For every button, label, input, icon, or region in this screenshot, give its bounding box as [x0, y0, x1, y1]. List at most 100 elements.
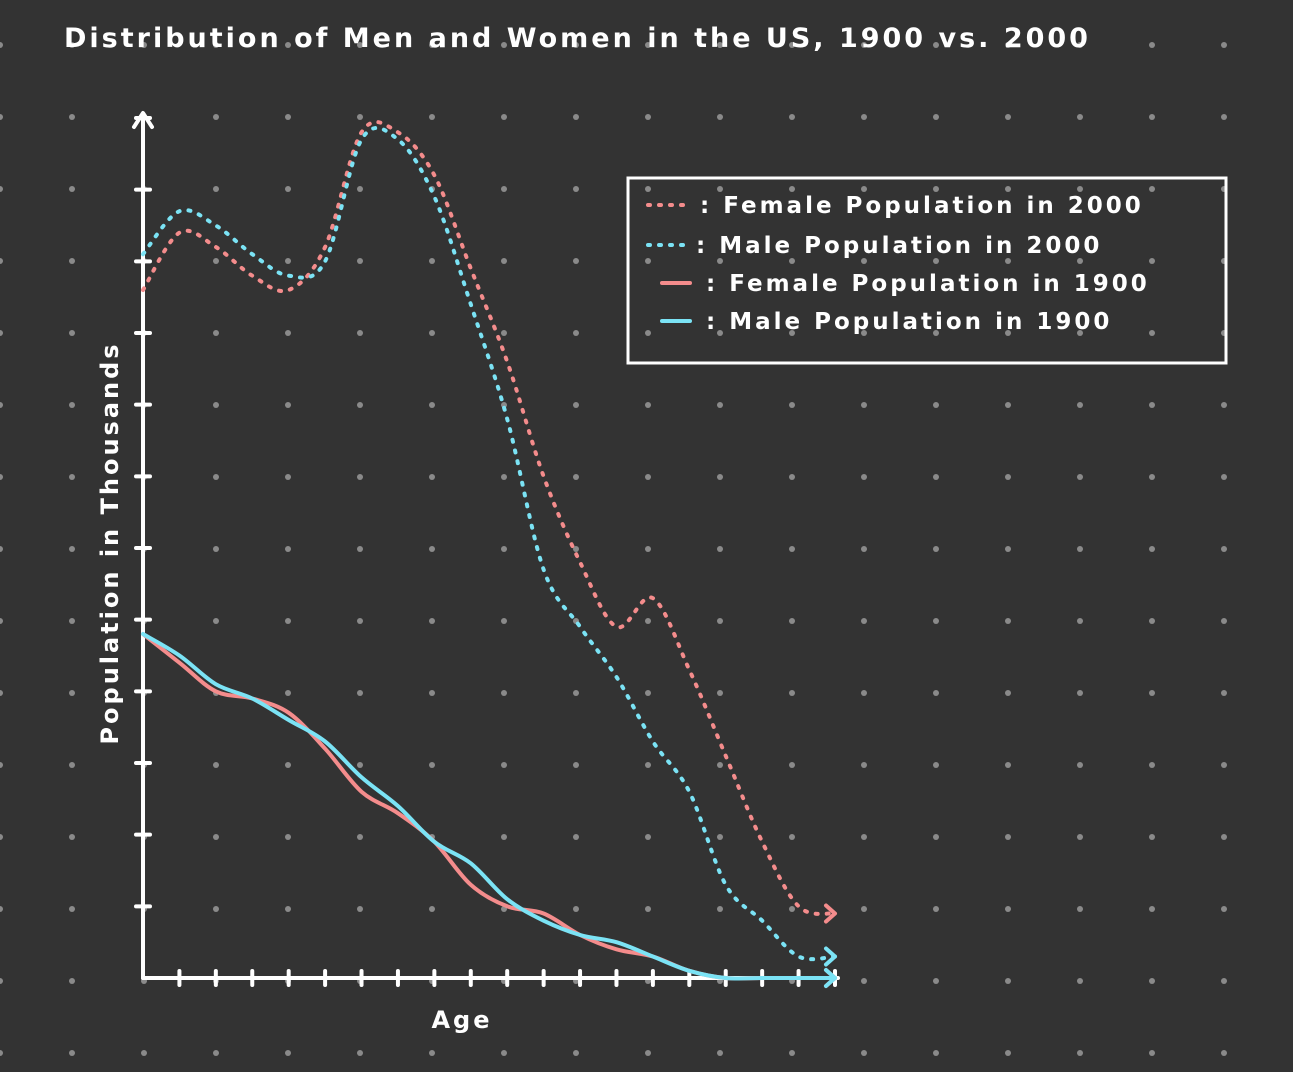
legend-label: : Male Population in 2000 — [696, 233, 1102, 259]
grid-dot — [861, 258, 867, 264]
grid-dot — [573, 42, 579, 48]
grid-dot — [1077, 114, 1083, 120]
grid-dot — [213, 546, 219, 552]
grid-dot — [0, 546, 3, 552]
grid-dot — [861, 762, 867, 768]
grid-dot — [861, 618, 867, 624]
grid-dot — [429, 690, 435, 696]
grid-dot — [933, 402, 939, 408]
grid-dot — [1005, 114, 1011, 120]
grid-dot — [1077, 618, 1083, 624]
grid-dot — [69, 618, 75, 624]
grid-dot — [429, 402, 435, 408]
grid-dot — [933, 978, 939, 984]
grid-dot — [645, 330, 651, 336]
grid-dot — [1221, 474, 1227, 480]
grid-dot — [213, 618, 219, 624]
grid-dot — [933, 330, 939, 336]
grid-dot — [861, 906, 867, 912]
grid-dot — [285, 402, 291, 408]
grid-dot — [573, 906, 579, 912]
grid-dot — [1077, 690, 1083, 696]
grid-dot — [717, 42, 723, 48]
grid-dot — [501, 546, 507, 552]
x-ticks — [177, 969, 837, 987]
grid-dot — [0, 258, 3, 264]
grid-dot — [717, 258, 723, 264]
grid-dot — [573, 1050, 579, 1056]
grid-dot — [933, 546, 939, 552]
grid-dot — [357, 402, 363, 408]
grid-dot — [933, 258, 939, 264]
grid-dot — [933, 690, 939, 696]
grid-dot — [645, 906, 651, 912]
grid-dot — [717, 618, 723, 624]
grid-dot — [0, 762, 3, 768]
grid-dot — [285, 762, 291, 768]
grid-dot — [789, 618, 795, 624]
grid-dot — [789, 690, 795, 696]
grid-dot — [717, 834, 723, 840]
grid-dot — [357, 186, 363, 192]
grid-dot — [0, 114, 3, 120]
grid-dot — [69, 186, 75, 192]
legend-label: : Female Population in 2000 — [700, 193, 1144, 219]
grid-dot — [213, 258, 219, 264]
grid-dot — [645, 42, 651, 48]
grid-dot — [1077, 474, 1083, 480]
grid-dot — [789, 762, 795, 768]
grid-dot — [501, 762, 507, 768]
grid-dot — [1149, 762, 1155, 768]
grid-dot — [285, 474, 291, 480]
grid-dot — [789, 474, 795, 480]
grid-dot — [1005, 1050, 1011, 1056]
grid-dot — [573, 546, 579, 552]
grid-dot — [1149, 690, 1155, 696]
y-axis-label: Population in Thousands — [96, 341, 124, 744]
grid-dot — [285, 906, 291, 912]
grid-dot — [69, 1050, 75, 1056]
grid-dot — [285, 42, 291, 48]
grid-dot — [1077, 258, 1083, 264]
grid-dot — [1149, 330, 1155, 336]
grid-dot — [573, 258, 579, 264]
grid-dot — [861, 42, 867, 48]
grid-dot — [789, 1050, 795, 1056]
grid-dot — [357, 258, 363, 264]
grid-dot — [645, 834, 651, 840]
grid-dot — [285, 834, 291, 840]
grid-dot — [717, 762, 723, 768]
grid-dot — [357, 1050, 363, 1056]
grid-dot — [861, 474, 867, 480]
grid-dot — [429, 330, 435, 336]
grid-dot — [69, 690, 75, 696]
grid-dot — [933, 906, 939, 912]
grid-dot — [1149, 906, 1155, 912]
grid-dot — [717, 906, 723, 912]
grid-dot — [1221, 690, 1227, 696]
grid-dot — [429, 762, 435, 768]
grid-dot — [285, 258, 291, 264]
grid-dot — [285, 114, 291, 120]
grid-dot — [1005, 42, 1011, 48]
grid-dot — [1149, 1050, 1155, 1056]
grid-dot — [1005, 474, 1011, 480]
grid-dot — [717, 330, 723, 336]
grid-dot — [429, 42, 435, 48]
grid-dot — [285, 618, 291, 624]
grid-dot — [213, 762, 219, 768]
grid-dot — [1077, 546, 1083, 552]
grid-dot — [1149, 474, 1155, 480]
series-arrow-male-population-in-1900 — [824, 968, 837, 988]
grid-dot — [789, 834, 795, 840]
grid-dot — [0, 330, 3, 336]
grid-dot — [357, 42, 363, 48]
grid-dot — [1005, 402, 1011, 408]
chart-title: Distribution of Men and Women in the US,… — [64, 23, 1091, 54]
grid-dot — [933, 474, 939, 480]
grid-dot — [429, 258, 435, 264]
grid-dot — [1005, 762, 1011, 768]
grid-dot — [429, 474, 435, 480]
